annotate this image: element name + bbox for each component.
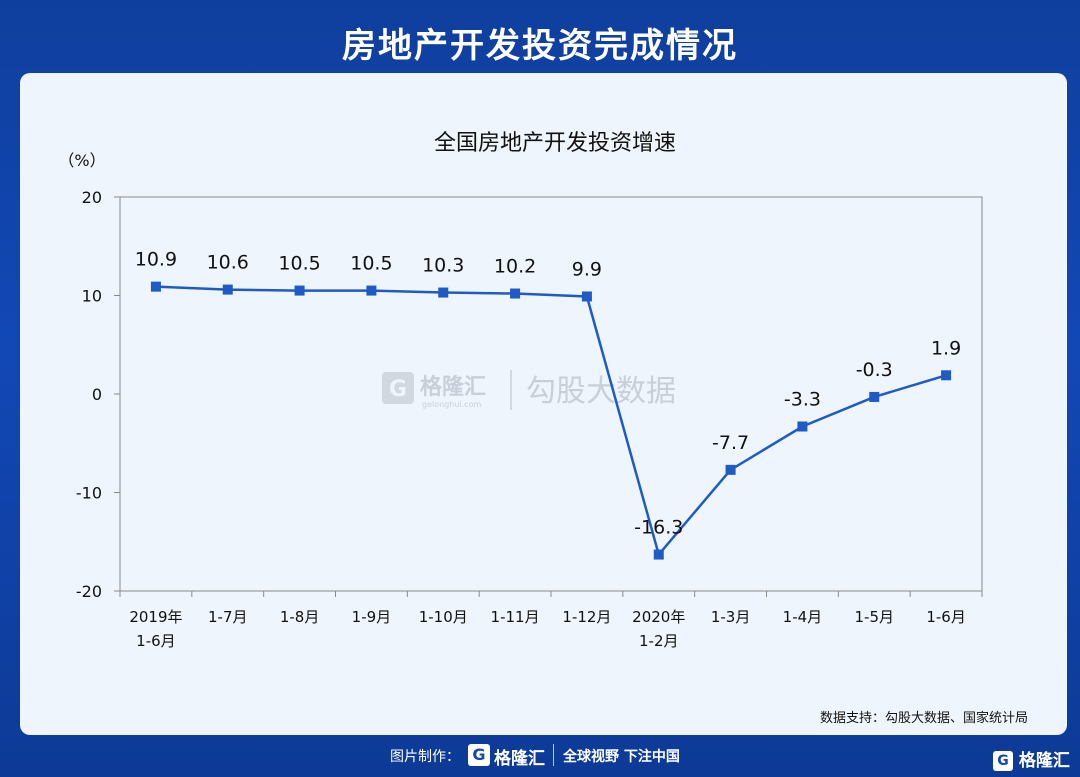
footer-slogan: 全球视野 下注中国 xyxy=(563,749,680,765)
data-label: 9.9 xyxy=(572,258,602,280)
x-tick-label: 1-11月 xyxy=(491,608,540,626)
page-title: 房地产开发投资完成情况 xyxy=(342,26,738,66)
data-point xyxy=(941,370,952,381)
data-label: 10.6 xyxy=(207,252,249,274)
data-point xyxy=(438,287,449,298)
corner-logo-icon: G xyxy=(993,751,1013,771)
chart-title: 全国房地产开发投资增速 xyxy=(434,131,676,156)
footer-divider xyxy=(553,744,554,766)
x-tick-label: 1-12月 xyxy=(562,608,611,626)
x-tick-label: 1-5月 xyxy=(855,608,895,626)
data-point xyxy=(366,285,377,296)
watermark-logo-icon xyxy=(382,372,414,404)
y-tick-label: 10 xyxy=(82,287,102,306)
x-tick-label: 1-4月 xyxy=(783,608,823,626)
x-tick-label: 1-2月 xyxy=(639,632,679,650)
x-tick-label: 1-7月 xyxy=(208,608,248,626)
data-label: 10.3 xyxy=(422,255,464,277)
data-point xyxy=(294,285,305,296)
brand-logo-icon: G xyxy=(468,744,490,766)
data-label: 10.9 xyxy=(135,249,177,271)
data-point xyxy=(222,284,233,295)
data-label: 10.5 xyxy=(278,253,320,275)
x-tick-label: 1-9月 xyxy=(352,608,392,626)
data-point xyxy=(725,464,736,475)
x-tick-label: 1-10月 xyxy=(419,608,468,626)
data-label: -7.7 xyxy=(712,432,749,454)
y-tick-label: -20 xyxy=(76,582,102,601)
chart-card: 全国房地产开发投资增速 （%） G 格隆汇 gelonghui.com 勾股大数… xyxy=(20,73,1067,735)
data-point xyxy=(653,549,664,560)
y-tick-label: -10 xyxy=(76,484,102,503)
x-tick-label: 1-3月 xyxy=(711,608,751,626)
corner-logo: G 格隆汇 xyxy=(993,746,1070,771)
y-tick-label: 0 xyxy=(92,385,102,404)
data-label: -3.3 xyxy=(784,389,821,411)
x-tick-label: 1-6月 xyxy=(926,608,966,626)
data-point xyxy=(869,391,880,402)
y-tick-label: 20 xyxy=(82,188,102,207)
data-label: -0.3 xyxy=(856,359,893,381)
corner-logo-brand: 格隆汇 xyxy=(1018,751,1070,771)
x-tick-label: 1-6月 xyxy=(136,632,176,650)
y-unit-label: （%） xyxy=(58,151,105,170)
data-label: 1.9 xyxy=(931,337,961,359)
svg-text:G: G xyxy=(389,377,407,402)
footer: 图片制作： G 格隆汇 全球视野 下注中国 xyxy=(0,740,1080,770)
watermark-brand: 格隆汇 xyxy=(420,374,486,400)
watermark-partner: 勾股大数据 xyxy=(526,374,676,409)
data-label: 10.2 xyxy=(494,256,536,278)
x-tick-label: 1-8月 xyxy=(280,608,320,626)
data-label: 10.5 xyxy=(350,253,392,275)
data-point xyxy=(797,421,808,432)
footer-made-by: 图片制作： xyxy=(390,749,460,765)
data-label: -16.3 xyxy=(634,517,683,539)
footer-brand: 格隆汇 xyxy=(494,749,545,769)
line-chart: 全国房地产开发投资增速 （%） G 格隆汇 gelonghui.com 勾股大数… xyxy=(58,131,1028,726)
x-tick-label: 2019年 xyxy=(129,608,182,626)
source-note: 数据支持：勾股大数据、国家统计局 xyxy=(820,710,1028,726)
x-tick-label: 2020年 xyxy=(632,608,685,626)
data-point xyxy=(510,288,521,299)
watermark: G 格隆汇 gelonghui.com 勾股大数据 xyxy=(382,370,676,410)
data-point xyxy=(150,281,161,292)
data-point xyxy=(581,291,592,302)
watermark-site: gelonghui.com xyxy=(422,400,481,409)
series-line xyxy=(155,285,947,558)
